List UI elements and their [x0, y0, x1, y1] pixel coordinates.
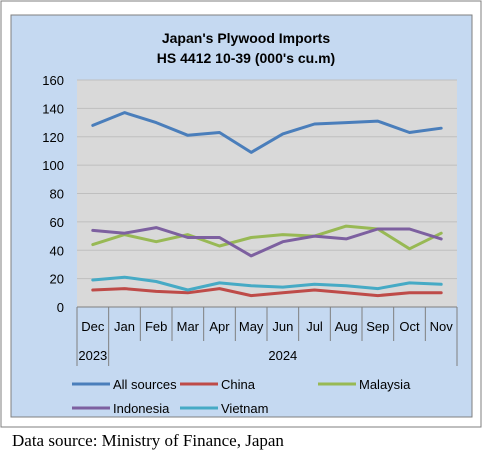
- legend: All sources China Malaysia Indonesia Vietnam: [72, 377, 411, 416]
- y-tick-label: 20: [50, 272, 64, 287]
- legend-label: All sources: [113, 377, 177, 392]
- series-line-malaysia: [91, 224, 443, 251]
- x-tick-label: Apr: [209, 319, 230, 334]
- x-tick-label: Mar: [177, 319, 200, 334]
- series-line-vietnam: [91, 275, 443, 292]
- x-tick-label: Oct: [399, 319, 420, 334]
- x-tick-label: Feb: [145, 319, 167, 334]
- x-tick-label: Jul: [306, 319, 323, 334]
- series-line-all-sources: [91, 111, 443, 154]
- data-source-note: Data source: Ministry of Finance, Japan: [12, 431, 284, 450]
- year-label: 2023: [78, 348, 107, 363]
- x-tick-label: Dec: [81, 319, 105, 334]
- series-line-china: [91, 287, 443, 298]
- legend-label: Malaysia: [359, 377, 411, 392]
- y-tick-label: 80: [50, 187, 64, 202]
- y-tick-label: 160: [42, 73, 64, 88]
- y-tick-label: 60: [50, 215, 64, 230]
- y-tick-label: 0: [57, 300, 64, 315]
- y-tick-label: 140: [42, 101, 64, 116]
- y-axis: 0 20 40 60 80 100 120 140 160: [42, 73, 64, 315]
- x-tick-label: Sep: [366, 319, 389, 334]
- y-tick-label: 40: [50, 243, 64, 258]
- legend-label: Indonesia: [113, 401, 170, 416]
- series-line-indonesia: [91, 226, 443, 258]
- x-tick-label: May: [239, 319, 264, 334]
- year-label: 2024: [268, 348, 297, 363]
- x-tick-label: Nov: [430, 319, 454, 334]
- series-lines: [91, 111, 443, 298]
- legend-label: China: [221, 377, 256, 392]
- x-axis: Dec Jan Feb Mar Apr May Jun Jul Aug Sep Oct Nov 2023…: [76, 306, 458, 366]
- legend-label: Vietnam: [221, 401, 268, 416]
- chart-title-line1: Japan's Plywood Imports: [162, 30, 330, 46]
- x-tick-label: Jan: [114, 319, 135, 334]
- y-tick-label: 120: [42, 130, 64, 145]
- x-tick-label: Aug: [335, 319, 358, 334]
- x-tick-label: Jun: [272, 319, 293, 334]
- y-tick-label: 100: [42, 158, 64, 173]
- chart-title-line2: HS 4412 10-39 (000's cu.m): [157, 50, 335, 66]
